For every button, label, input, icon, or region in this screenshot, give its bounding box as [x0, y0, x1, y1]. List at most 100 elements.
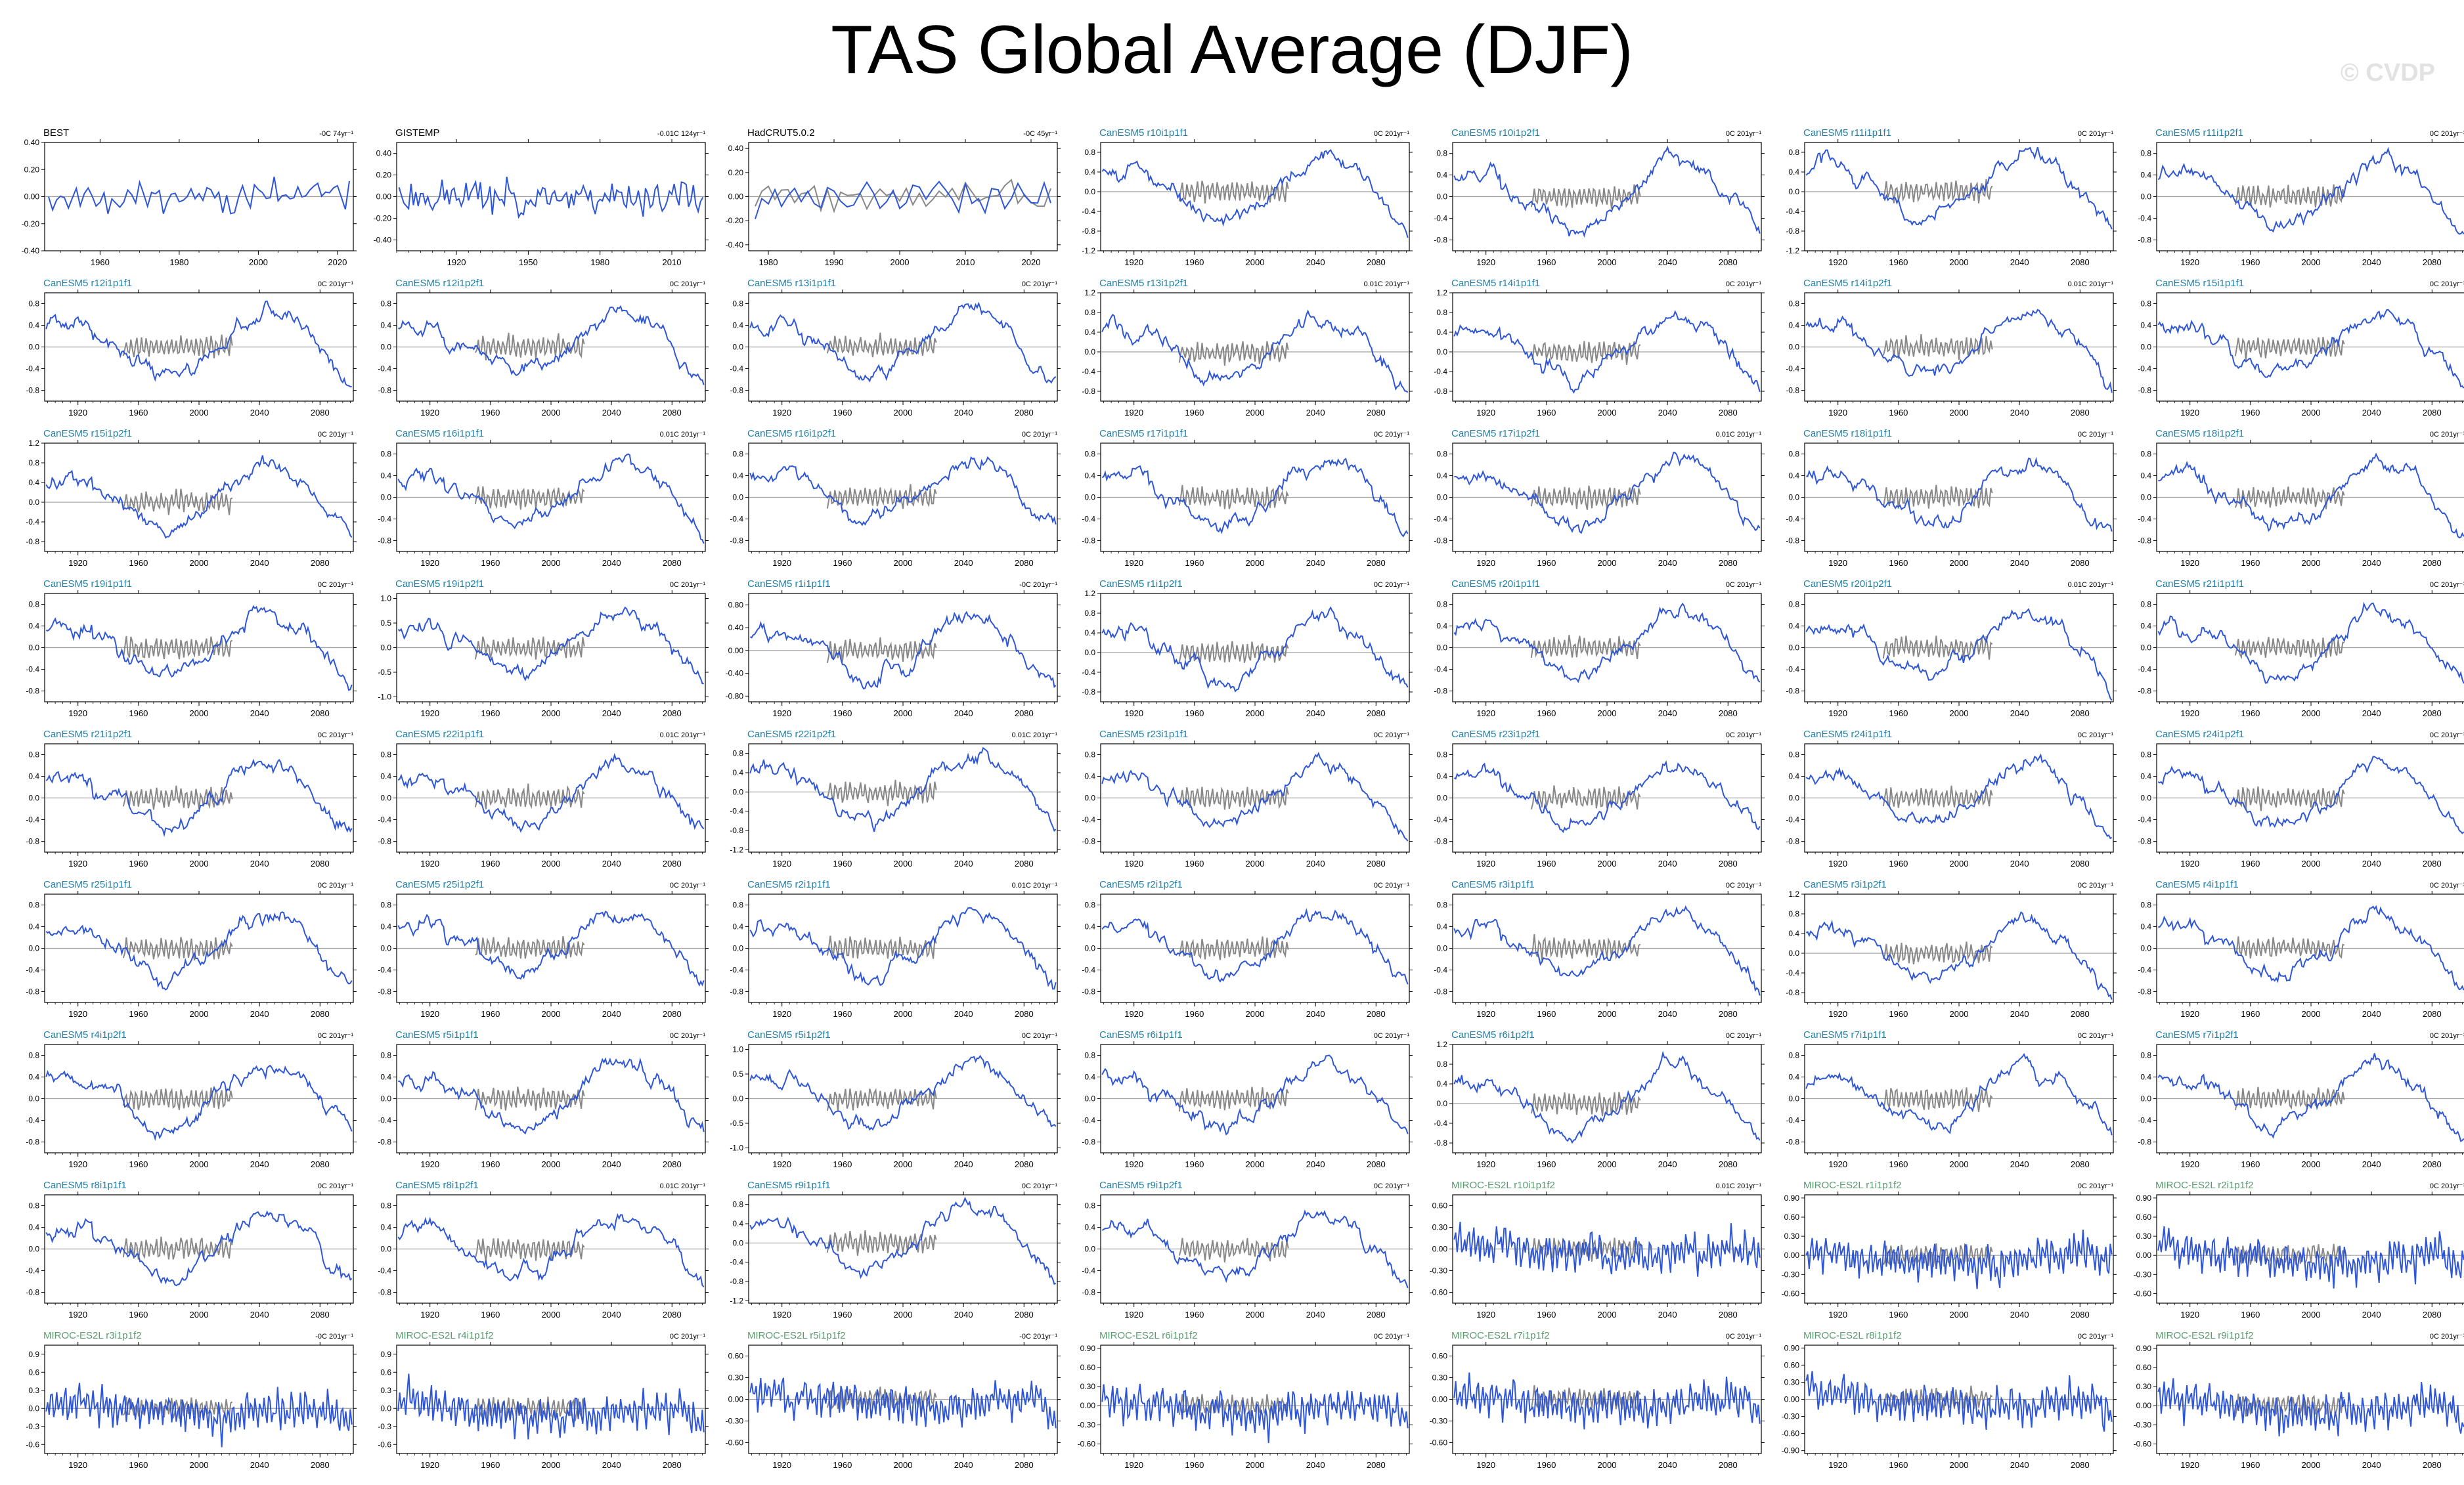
y-tick-label: 0.8: [28, 750, 39, 760]
y-tick-label: 0.4: [1084, 1073, 1095, 1082]
y-tick-label: 1.2: [1084, 288, 1095, 297]
y-tick-label: 0.4: [732, 471, 743, 481]
trend-label: 0.01C 201yr⁻¹: [1716, 431, 1762, 439]
y-tick-label: 0.4: [1436, 471, 1447, 481]
x-tick-label: 2040: [2362, 1310, 2381, 1320]
x-tick-label: 2080: [1367, 408, 1386, 418]
y-tick-label: -0.20: [22, 219, 40, 228]
x-tick-label: 2000: [190, 1460, 209, 1470]
plot-frame: [1452, 292, 1762, 402]
y-tick-label: -0.6: [378, 1440, 391, 1449]
x-tick-label: 1920: [1828, 257, 1847, 267]
y-tick-label: 0.0: [28, 1404, 39, 1413]
y-tick-label: -0.4: [1786, 665, 1799, 674]
x-tick-label: 1960: [481, 708, 500, 718]
x-tick-label: 1920: [1828, 1009, 1847, 1019]
x-tick-label: 1920: [1124, 1460, 1143, 1470]
x-tick-label: 2000: [1598, 708, 1617, 718]
x-tick-label: 2000: [2302, 859, 2321, 869]
x-tick-label: 2040: [250, 1159, 269, 1169]
panel: CanESM5 r14i1p2f1 0.01C 201yr⁻¹ -0.8 -0.4 0.…: [1786, 278, 2117, 418]
y-tick-label: -0.8: [1082, 987, 1095, 997]
y-tick-label: 0.0: [380, 1404, 391, 1413]
x-tick-label: 1920: [1124, 558, 1143, 568]
trend-label: 0C 201yr⁻¹: [1374, 882, 1409, 890]
x-tick-label: 1960: [129, 1159, 148, 1169]
x-tick-label: 1960: [1889, 408, 1908, 418]
y-tick-label: 0.4: [380, 772, 391, 781]
panel: CanESM5 r4i1p1f1 0C 201yr⁻¹ -0.8 -0.4 0.0 0.4…: [2138, 879, 2464, 1019]
panel-title: MIROC-ES2L r10i1p1f2: [1451, 1180, 1555, 1191]
y-tick-label: -0.4: [2138, 815, 2151, 825]
y-tick-label: 0.4: [380, 922, 391, 932]
panel-title: CanESM5 r15i1p1f1: [2155, 278, 2244, 289]
y-tick-label: 0.5: [732, 1069, 743, 1079]
panel: CanESM5 r12i1p2f1 0C 201yr⁻¹ -0.8 -0.4 0.0 0.…: [378, 278, 709, 418]
y-tick-label: -0.60: [1782, 1429, 1800, 1438]
y-tick-label: -0.8: [26, 837, 39, 846]
ensemble-series-line: [1530, 934, 1641, 961]
trend-label: 0C 201yr⁻¹: [1374, 1333, 1409, 1341]
x-tick-label: 2000: [1598, 1009, 1617, 1019]
y-tick-label: 0.4: [1788, 929, 1799, 938]
panel: CanESM5 r15i1p2f1 0C 201yr⁻¹ -0.8 -0.4 0.0 0.…: [26, 428, 357, 568]
y-tick-label: -0.40: [22, 246, 40, 255]
series-line: [1453, 760, 1761, 834]
x-tick-label: 2080: [1015, 859, 1034, 869]
trend-label: -0C 201yr⁻¹: [315, 1333, 353, 1341]
panel-title: MIROC-ES2L r3i1p1f2: [43, 1330, 142, 1341]
y-tick-label: -0.8: [378, 987, 391, 997]
panel: HadCRUT5.0.2 -0C 45yr⁻¹ -0.40 -0.20 0.00 0.20…: [726, 127, 1061, 267]
x-tick-label: 2040: [250, 859, 269, 869]
series-line: [1805, 753, 2113, 840]
x-tick-label: 2080: [663, 1159, 682, 1169]
y-tick-label: 1.2: [1788, 890, 1799, 899]
y-tick-label: 0.6: [380, 1367, 391, 1377]
y-tick-label: 0.4: [1084, 628, 1095, 637]
panel: CanESM5 r7i1p1f1 0C 201yr⁻¹ -0.8 -0.4 0.0 0.4…: [1786, 1029, 2117, 1169]
y-tick-label: 0.0: [1436, 794, 1447, 803]
series-line: [749, 1196, 1057, 1285]
trend-label: 0C 201yr⁻¹: [318, 581, 353, 589]
panel: MIROC-ES2L r6i1p1f2 0C 201yr⁻¹ -0.60 -0.30 0…: [1078, 1330, 1413, 1470]
panel: GISTEMP -0.01C 124yr⁻¹ -0.40 -0.20 0.00 0.20 0…: [374, 127, 709, 267]
x-tick-label: 2000: [1246, 408, 1265, 418]
y-tick-label: 0.3: [380, 1386, 391, 1395]
x-tick-label: 2040: [1306, 859, 1325, 869]
panel-title: CanESM5 r21i1p1f1: [2155, 578, 2244, 590]
plot-frame: [1452, 1044, 1762, 1153]
trend-label: 0C 201yr⁻¹: [1374, 581, 1409, 589]
x-tick-label: 1960: [1185, 1009, 1204, 1019]
panel-title: CanESM5 r1i1p2f1: [1099, 578, 1183, 590]
x-tick-label: 1920: [1476, 257, 1495, 267]
x-tick-label: 2080: [663, 408, 682, 418]
trend-label: -0C 45yr⁻¹: [1023, 130, 1057, 138]
series-line: [1101, 1209, 1409, 1289]
series-line: [1453, 1050, 1761, 1144]
series-line: [1101, 907, 1409, 985]
y-tick-label: 0.0: [1084, 794, 1095, 803]
x-tick-label: 1960: [1537, 1310, 1556, 1320]
y-tick-label: 0.0: [380, 493, 391, 502]
x-tick-label: 2040: [954, 1460, 973, 1470]
x-tick-label: 1920: [420, 859, 439, 869]
x-tick-label: 2040: [250, 1460, 269, 1470]
y-tick-label: 0.90: [1784, 1343, 1800, 1352]
trend-label: 0C 201yr⁻¹: [318, 431, 353, 439]
x-tick-label: 1920: [68, 859, 87, 869]
x-tick-label: 2000: [1598, 859, 1617, 869]
x-tick-label: 1920: [1124, 708, 1143, 718]
x-tick-label: 2000: [894, 1159, 913, 1169]
y-tick-label: 0.00: [1432, 1245, 1448, 1254]
panel: MIROC-ES2L r8i1p1f2 0C 201yr⁻¹ -0.90 -0.60 -…: [1782, 1330, 2117, 1470]
y-tick-label: -0.4: [378, 1266, 391, 1276]
y-tick-label: -0.8: [378, 386, 391, 395]
y-tick-label: -0.4: [1786, 364, 1799, 374]
y-tick-label: 0.4: [1084, 471, 1095, 481]
series-line: [1101, 1383, 1409, 1444]
ensemble-series-line: [2234, 486, 2345, 509]
y-tick-label: 0.8: [1788, 450, 1799, 459]
figure-title: TAS Global Average (DJF): [831, 12, 1633, 88]
y-tick-label: 0.4: [1084, 167, 1095, 177]
x-tick-label: 1960: [1537, 1460, 1556, 1470]
